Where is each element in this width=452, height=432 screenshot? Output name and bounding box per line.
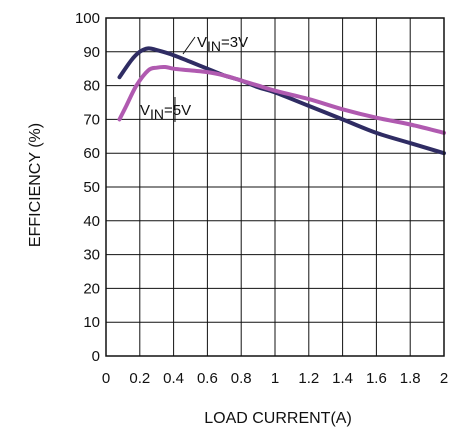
annotation-leader-3v [182, 36, 196, 55]
y-tick-label: 80 [83, 78, 100, 95]
x-axis-title: LOAD CURRENT(A) [204, 410, 352, 427]
y-tick-label: 90 [83, 44, 100, 61]
y-tick-label: 60 [83, 145, 100, 162]
annotation-vin-3v: VIN=3V [197, 34, 248, 54]
x-tick-label: 1.8 [400, 370, 421, 387]
x-tick-label: 0.6 [197, 370, 218, 387]
tick-labels: 0 0.2 0.4 0.6 0.8 1 1.2 1.4 1.6 1.8 20102030405060… [75, 10, 448, 387]
annotation-vin-5v: VIN=5V [140, 102, 191, 122]
x-tick-label: 0.4 [163, 370, 184, 387]
series-line-1 [117, 46, 446, 156]
x-tick-label: 1 [271, 370, 279, 387]
x-tick-label: 1.2 [298, 370, 319, 387]
y-tick-label: 10 [83, 314, 100, 331]
y-axis-title: EFFICIENCY (%) [27, 123, 44, 247]
x-tick-label: 0.2 [129, 370, 150, 387]
y-tick-label: 0 [92, 348, 100, 365]
x-tick-label: 0 [102, 370, 110, 387]
y-tick-label: 40 [83, 213, 100, 230]
x-tick-label: 1.4 [332, 370, 353, 387]
y-tick-label: 30 [83, 247, 100, 264]
y-tick-label: 20 [83, 280, 100, 297]
y-tick-label: 50 [83, 179, 100, 196]
y-tick-label: 100 [75, 10, 100, 27]
series-layer [117, 46, 446, 156]
x-tick-label: 0.8 [231, 370, 252, 387]
y-tick-label: 70 [83, 111, 100, 128]
plot-border [105, 17, 445, 357]
x-tick-label: 1.6 [366, 370, 387, 387]
plot-frame [105, 17, 445, 357]
x-tick-label: 2 [440, 370, 448, 387]
series-line-2 [117, 64, 446, 135]
